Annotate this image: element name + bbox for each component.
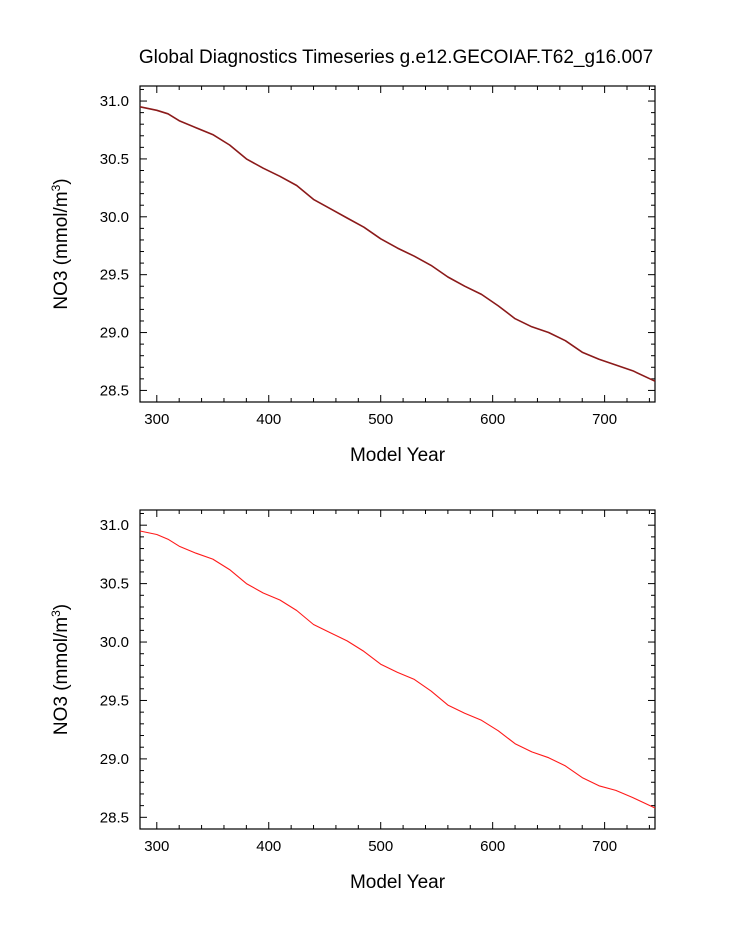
top-chart-panel: 300 400 500 600 700 28.5 29.0 29.5 30.0 30.5 31.0 M… (49, 85, 656, 466)
bottom-y-axis-title-main: NO3 (mmol/m (51, 617, 72, 735)
chart-title: Global Diagnostics Timeseries g.e12.GECO… (139, 47, 653, 68)
bottom-y-tick-label: 30.5 (100, 576, 129, 593)
bottom-y-tick-label: 31.0 (100, 517, 129, 534)
top-x-tick-label: 600 (480, 411, 505, 428)
bottom-x-tick-label: 500 (368, 838, 393, 855)
bottom-chart-panel: 300 400 500 600 700 28.5 29.0 29.5 30.0 30.5 31.0 M… (49, 509, 656, 893)
top-y-tick-label: 30.5 (100, 151, 129, 168)
bottom-y-tick-label: 29.0 (100, 751, 129, 768)
top-y-tick-label: 30.0 (100, 209, 129, 226)
bottom-x-tick-label: 700 (592, 838, 617, 855)
top-x-tick-label: 700 (592, 411, 617, 428)
bottom-x-tick-label: 400 (256, 838, 281, 855)
top-y-axis-title-main: NO3 (mmol/m (51, 191, 72, 309)
bottom-y-tick-label: 28.5 (100, 809, 129, 826)
top-x-tick-label: 500 (368, 411, 393, 428)
bottom-y-axis-title: NO3 (mmol/m3) (49, 604, 72, 735)
bottom-y-axis-title-sup: 3 (49, 610, 63, 617)
bottom-y-tick-label: 30.0 (100, 634, 129, 651)
top-y-axis-title-sup: 3 (49, 184, 63, 191)
bottom-y-axis-title-close: ) (51, 604, 72, 610)
top-x-axis-title: Model Year (350, 445, 446, 466)
top-y-tick-label: 28.5 (100, 382, 129, 399)
bottom-y-tick-label: 29.5 (100, 692, 129, 709)
top-plot-frame (139, 85, 656, 403)
bottom-plot-frame (139, 509, 656, 830)
bottom-x-axis-title: Model Year (350, 872, 446, 893)
top-y-tick-label: 31.0 (100, 93, 129, 110)
top-x-tick-label: 400 (256, 411, 281, 428)
top-y-axis-title: NO3 (mmol/m3) (49, 178, 72, 309)
top-series-line (139, 106, 656, 382)
bottom-x-tick-label: 300 (144, 838, 169, 855)
bottom-series-line (139, 530, 656, 809)
top-y-axis-title-close: ) (51, 178, 72, 184)
top-y-tick-label: 29.5 (100, 267, 129, 284)
top-y-tick-label: 29.0 (100, 325, 129, 342)
bottom-x-tick-label: 600 (480, 838, 505, 855)
top-x-tick-label: 300 (144, 411, 169, 428)
